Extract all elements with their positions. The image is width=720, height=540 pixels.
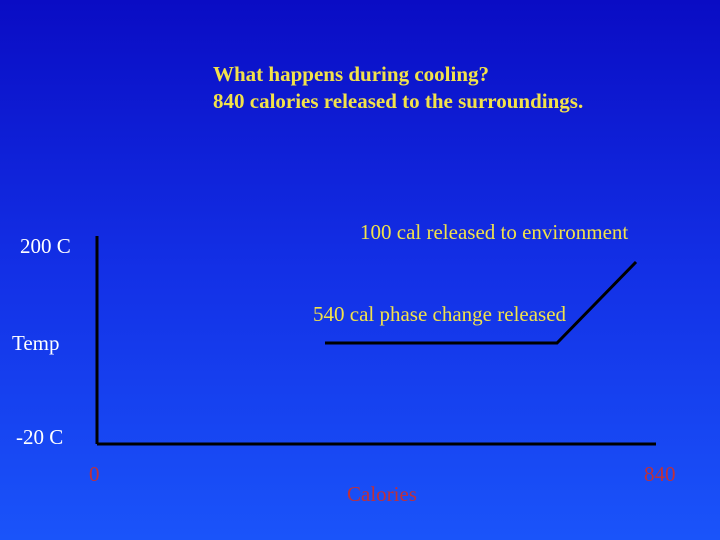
y-axis-title: Temp [12,331,60,355]
y-axis-top-label: 200 C [20,234,71,258]
cooling-curve [325,260,638,345]
annotation-upper: 100 cal released to environment [360,220,629,244]
x-axis-title: Calories [347,482,417,506]
x-axis-start-label: 0 [89,462,100,486]
title-line-2: 840 calories released to the surrounding… [213,89,584,113]
y-axis-bottom-label: -20 C [16,425,64,449]
x-axis-end-label: 840 [644,462,676,486]
title-line-1: What happens during cooling? [213,62,489,86]
annotation-lower: 540 cal phase change released [313,302,567,326]
